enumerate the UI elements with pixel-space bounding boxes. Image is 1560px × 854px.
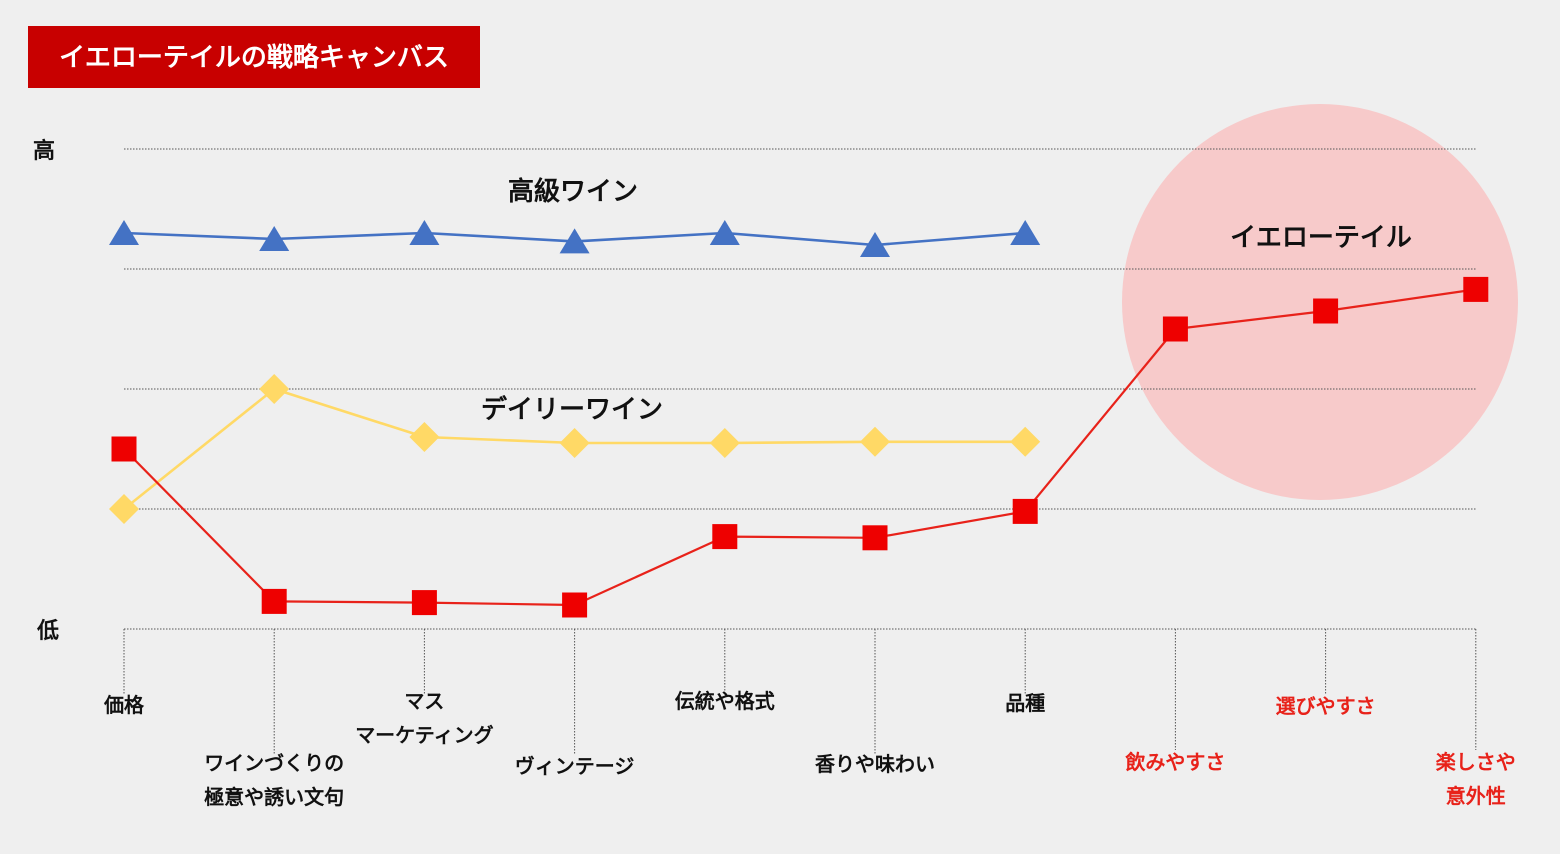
marker-series2-point1 bbox=[261, 588, 287, 614]
marker-series0-point1 bbox=[259, 226, 290, 251]
marker-series1-point2 bbox=[409, 422, 440, 452]
series-name-label-2: イエローテイル bbox=[1230, 223, 1412, 253]
marker-series1-point3 bbox=[559, 428, 590, 458]
category-tick-layer bbox=[123, 629, 1477, 755]
y-axis-high-label: 高 bbox=[33, 138, 55, 164]
category-label-line: 価格 bbox=[103, 693, 145, 717]
category-label-line: 選びやすさ bbox=[1276, 694, 1376, 718]
marker-series1-point5 bbox=[860, 426, 890, 457]
series-marker-layer bbox=[109, 220, 1489, 618]
category-label-2: マスマーケティング bbox=[355, 689, 493, 747]
chart-title: イエローテイルの戦略キャンバス bbox=[59, 42, 449, 73]
category-label-line: マス bbox=[404, 689, 444, 713]
series-name-label-0: 高級ワイン bbox=[508, 176, 638, 207]
marker-series0-point5 bbox=[860, 232, 890, 257]
marker-series0-point0 bbox=[109, 220, 139, 245]
label-layer: 価格ワインづくりの極意や誘い文句マスマーケティングヴィンテージ伝統や格式香りや味… bbox=[103, 176, 1516, 809]
marker-series0-point2 bbox=[409, 220, 440, 245]
marker-series1-point6 bbox=[1010, 426, 1041, 457]
marker-series2-point6 bbox=[1012, 498, 1038, 524]
category-label-line: 楽しさや bbox=[1436, 750, 1516, 774]
marker-series2-point5 bbox=[862, 525, 888, 551]
marker-series1-point0 bbox=[109, 494, 139, 524]
category-label-7: 飲みやすさ bbox=[1124, 750, 1225, 774]
marker-series2-point7 bbox=[1162, 316, 1188, 342]
category-label-line: 品種 bbox=[1005, 691, 1045, 715]
marker-series2-point2 bbox=[411, 590, 437, 616]
marker-series0-point6 bbox=[1010, 220, 1041, 245]
category-label-5: 香りや味わい bbox=[815, 752, 935, 776]
marker-series1-point1 bbox=[259, 374, 290, 404]
marker-series0-point3 bbox=[559, 228, 590, 254]
marker-series2-point9 bbox=[1463, 276, 1489, 302]
marker-series1-point4 bbox=[709, 428, 740, 458]
category-label-line: ヴィンテージ bbox=[515, 754, 635, 778]
marker-series2-point4 bbox=[712, 524, 738, 550]
category-label-6: 品種 bbox=[1005, 691, 1045, 715]
series-line-2 bbox=[123, 288, 1476, 607]
category-label-0: 価格 bbox=[103, 693, 145, 717]
category-label-4: 伝統や格式 bbox=[675, 689, 775, 713]
series-name-label-1: デイリーワイン bbox=[481, 394, 663, 425]
category-label-8: 選びやすさ bbox=[1276, 694, 1376, 718]
category-label-line: 意外性 bbox=[1446, 784, 1506, 808]
grid-layer bbox=[124, 148, 1476, 630]
marker-series0-point4 bbox=[709, 220, 740, 245]
category-label-line: 極意や誘い文句 bbox=[203, 785, 344, 809]
marker-series2-point8 bbox=[1313, 298, 1339, 324]
category-label-line: ワインづくりの bbox=[204, 751, 344, 775]
category-label-3: ヴィンテージ bbox=[515, 754, 635, 778]
marker-series2-point3 bbox=[562, 592, 588, 618]
category-label-line: 飲みやすさ bbox=[1124, 750, 1225, 774]
title-background bbox=[28, 26, 480, 88]
category-label-1: ワインづくりの極意や誘い文句 bbox=[203, 751, 344, 809]
marker-series2-point0 bbox=[111, 436, 137, 462]
y-axis-low-label: 低 bbox=[36, 619, 59, 644]
category-label-line: 香りや味わい bbox=[815, 752, 935, 776]
category-label-9: 楽しさや意外性 bbox=[1436, 750, 1516, 808]
category-label-line: 伝統や格式 bbox=[675, 689, 775, 713]
category-label-line: マーケティング bbox=[355, 723, 493, 747]
